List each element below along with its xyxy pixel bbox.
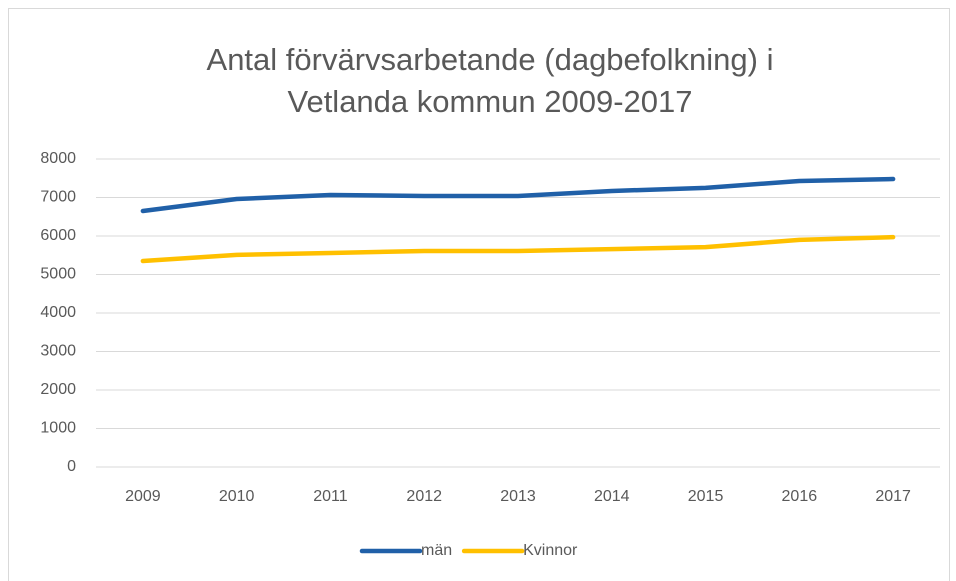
y-tick-label: 7000	[40, 189, 76, 206]
y-tick-label: 0	[67, 458, 76, 475]
chart-title: Vetlanda kommun 2009-2017	[287, 84, 692, 119]
legend-label: män	[421, 542, 452, 559]
x-tick-label: 2012	[406, 488, 442, 505]
x-tick-label: 2015	[688, 488, 724, 505]
y-tick-label: 8000	[40, 150, 76, 167]
legend-label: Kvinnor	[523, 542, 578, 559]
y-tick-label: 6000	[40, 227, 76, 244]
x-tick-label: 2010	[219, 488, 255, 505]
y-tick-label: 2000	[40, 381, 76, 398]
line-series	[140, 234, 896, 264]
x-tick-label: 2013	[500, 488, 536, 505]
y-tick-label: 3000	[40, 343, 76, 360]
x-tick-label: 2017	[875, 488, 911, 505]
y-tick-label: 1000	[40, 420, 76, 437]
x-tick-label: 2016	[782, 488, 818, 505]
y-tick-label: 5000	[40, 266, 76, 283]
chart-title: Antal förvärvsarbetande (dagbefolkning) …	[207, 42, 774, 77]
chart-border	[8, 8, 950, 581]
line-series	[140, 176, 896, 214]
x-tick-label: 2014	[594, 488, 630, 505]
y-tick-label: 4000	[40, 304, 76, 321]
x-tick-label: 2009	[125, 488, 161, 505]
x-tick-label: 2011	[313, 488, 348, 505]
